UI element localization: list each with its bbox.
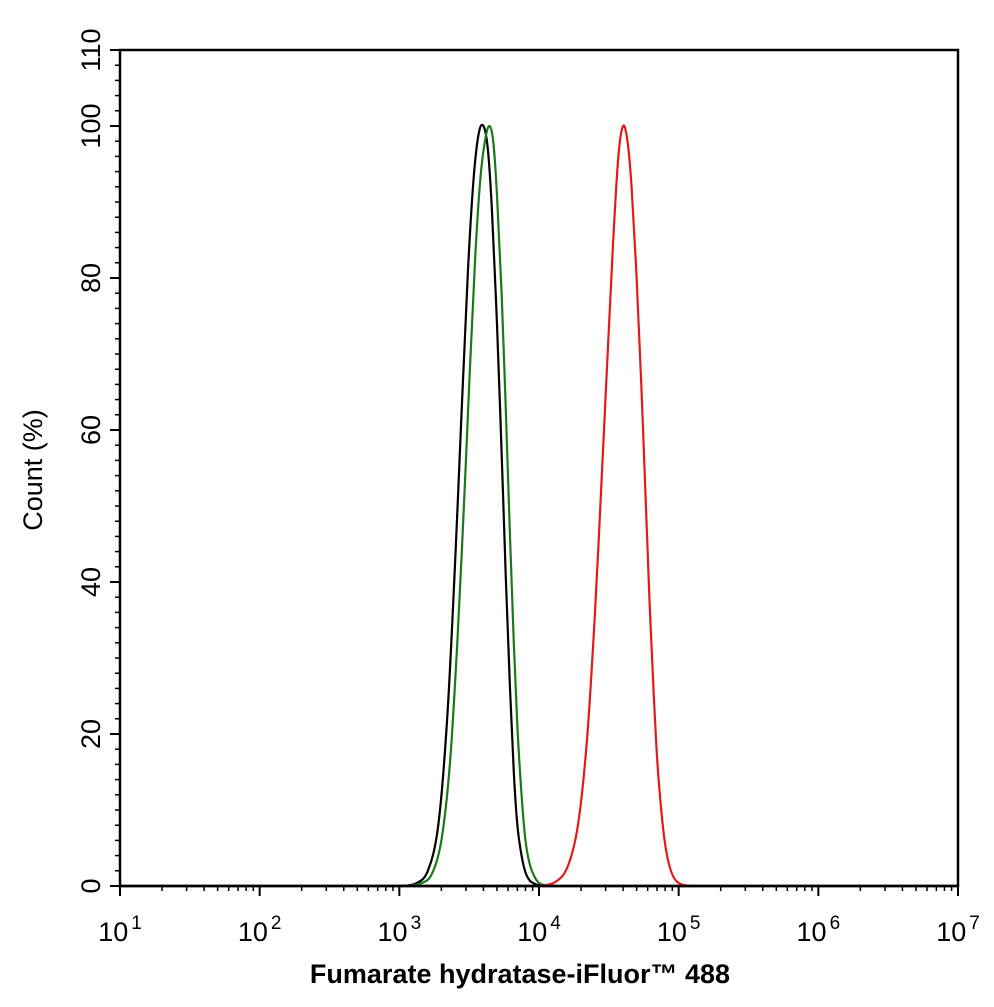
x-tick-exponent: 7 — [969, 913, 980, 934]
y-tick-label: 0 — [76, 878, 106, 893]
ticks-layer — [110, 49, 959, 896]
x-tick-base: 10 — [657, 917, 687, 947]
y-tick-label: 100 — [76, 103, 106, 148]
x-tick-base: 10 — [936, 917, 966, 947]
x-axis-label: Fumarate hydratase-iFluor™ 488 — [310, 959, 730, 989]
x-tick-label: 10 7 — [936, 913, 980, 947]
x-tick-exponent: 6 — [830, 913, 841, 934]
x-tick-base: 10 — [238, 917, 268, 947]
x-tick-base: 10 — [378, 917, 408, 947]
x-tick-base: 10 — [797, 917, 827, 947]
x-tick-base: 10 — [517, 917, 547, 947]
x-tick-label: 10 1 — [98, 913, 142, 947]
x-tick-exponent: 3 — [411, 913, 422, 934]
x-tick-base: 10 — [98, 917, 128, 947]
y-tick-label: 110 — [76, 28, 106, 71]
series-line-1 — [399, 123, 545, 888]
series-line-3 — [538, 124, 695, 888]
x-tick-label: 10 5 — [657, 913, 701, 947]
x-tick-exponent: 5 — [690, 913, 701, 934]
x-tick-label: 10 4 — [517, 913, 561, 947]
x-tick-exponent: 1 — [131, 913, 142, 934]
y-tick-label: 40 — [76, 567, 106, 597]
y-tick-label: 60 — [76, 415, 106, 445]
y-tick-label: 80 — [76, 263, 106, 293]
x-tick-label: 10 3 — [378, 913, 422, 947]
series-layer — [399, 123, 695, 888]
y-tick-label: 20 — [76, 719, 106, 749]
plot-frame — [118, 48, 960, 888]
series-line-2 — [404, 124, 551, 888]
y-axis-label: Count (%) — [18, 409, 48, 531]
x-tick-label: 10 2 — [238, 913, 282, 947]
x-tick-exponent: 4 — [550, 913, 561, 934]
x-tick-label: 10 6 — [797, 913, 841, 947]
x-tick-exponent: 2 — [271, 913, 282, 934]
